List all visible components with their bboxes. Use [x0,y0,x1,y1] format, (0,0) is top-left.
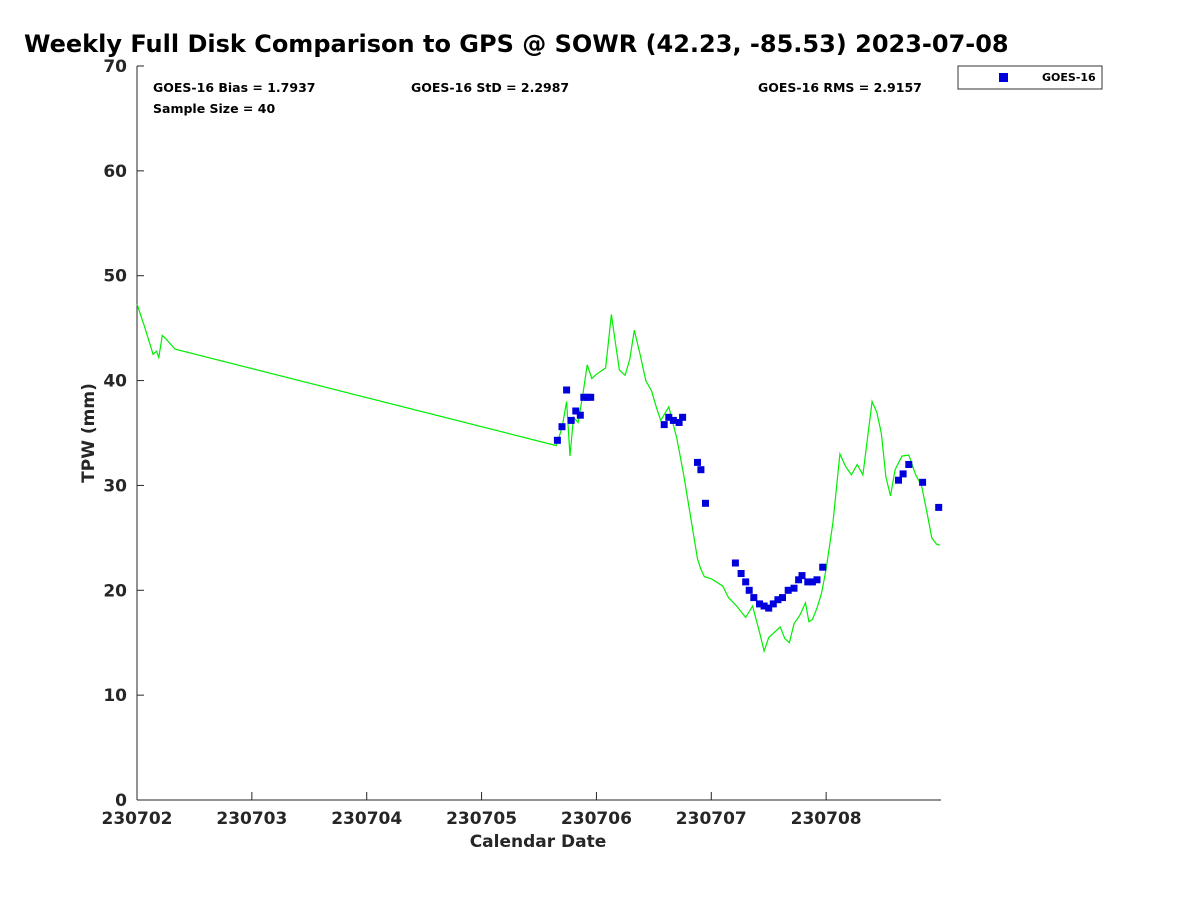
data-point-goes-16 [660,421,668,429]
y-tick-label: 60 [103,162,127,182]
x-tick-label: 230707 [676,809,747,829]
data-point-goes-16 [819,563,827,571]
data-point-goes-16 [750,594,758,602]
data-point-goes-16 [779,594,786,602]
axes: 0 10 20 30 40 50 60 70 230702 230703 230704 230705 2… [102,57,941,829]
x-tick-label: 230702 [102,809,173,829]
data-point-goes-16 [774,596,782,604]
data-point-goes-16 [576,411,584,419]
y-tick-label: 50 [103,267,127,287]
data-point-goes-16 [697,466,705,474]
data-point-goes-16 [756,600,763,608]
data-point-goes-16 [790,584,798,592]
std-annotation: GOES-16 StD = 2.2987 [411,80,569,95]
data-point-goes-16 [899,470,907,478]
data-point-goes-16 [702,499,709,507]
data-point-goes-16 [737,570,745,577]
data-point-goes-16 [905,461,913,468]
data-point-goes-16 [784,586,792,594]
data-point-goes-16 [558,423,566,431]
legend-label-goes-16: GOES-16 [1042,71,1096,84]
data-point-goes-16 [675,419,683,426]
legend: GOES-16 [957,65,1103,90]
data-point-goes-16 [813,576,821,584]
chart-title: Weekly Full Disk Comparison to GPS @ SOW… [24,30,1009,58]
data-point-goes-16 [679,413,687,421]
data-point-goes-16 [919,478,927,486]
stats-annotations: GOES-16 Bias = 1.7937 GOES-16 StD = 2.29… [153,80,922,116]
data-point-goes-16 [769,600,777,608]
data-point-goes-16 [572,407,580,415]
plot-series [136,303,943,654]
data-point-goes-16 [567,416,575,424]
data-point-goes-16 [765,604,773,612]
data-point-goes-16 [935,503,943,511]
data-point-goes-16 [694,458,701,466]
data-point-goes-16 [804,578,812,586]
x-tick-label: 230703 [216,809,287,829]
data-point-goes-16 [798,572,806,580]
y-axis-label: TPW (mm) [79,383,99,483]
y-tick-label: 20 [103,581,127,601]
x-axis-label: Calendar Date [470,832,607,852]
y-tick-label: 40 [103,372,127,392]
data-point-goes-16 [742,578,750,586]
legend-box [957,65,1103,90]
y-tick-label: 10 [103,686,127,706]
y-tick-label: 70 [103,57,127,77]
rms-annotation: GOES-16 RMS = 2.9157 [758,80,922,95]
data-point-goes-16 [895,476,902,484]
y-tick-label: 0 [115,791,127,811]
sample-size-annotation: Sample Size = 40 [153,101,275,116]
data-point-goes-16 [745,586,753,594]
data-point-goes-16 [553,436,561,444]
series-line-gps [136,303,941,654]
legend-marker-goes-16 [999,73,1008,82]
data-point-goes-16 [808,578,816,586]
x-tick-label: 230705 [446,809,517,829]
data-point-goes-16 [665,413,673,421]
data-point-goes-16 [795,576,803,584]
x-tick-label: 230704 [331,809,402,829]
y-tick-label: 30 [103,476,127,496]
data-point-goes-16 [587,393,595,401]
x-tick-label: 230708 [791,809,862,829]
bias-annotation: GOES-16 Bias = 1.7937 [153,80,315,95]
data-point-goes-16 [563,386,571,394]
data-point-goes-16 [760,602,768,610]
x-tick-label: 230706 [561,809,632,829]
data-point-goes-16 [669,416,677,424]
data-point-goes-16 [731,559,739,567]
